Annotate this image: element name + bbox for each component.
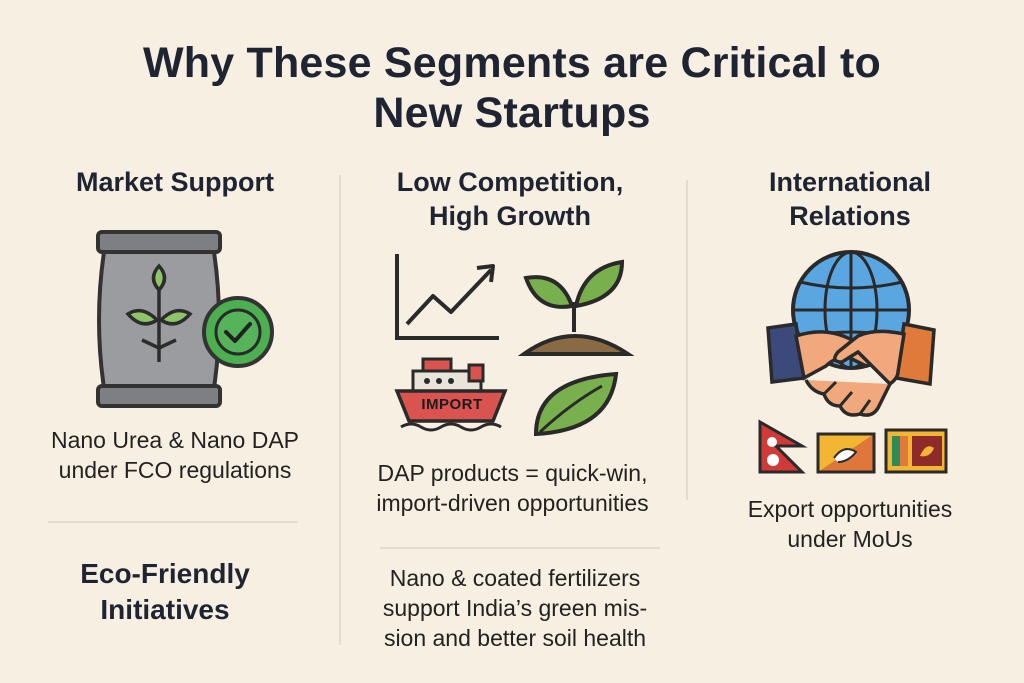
leaf-icon	[533, 371, 619, 437]
column-divider-right	[686, 180, 688, 500]
international-relations-text: Export opportunities under MoUs	[747, 496, 953, 552]
title-line-1: Why These Segments are Critical to	[142, 39, 881, 87]
import-label: IMPORT	[421, 396, 483, 413]
market-support-text: Nano Urea & Nano DAP under FCO regulatio…	[50, 427, 299, 483]
low-competition-text: DAP products = quick-win, import-driven …	[376, 460, 649, 516]
sri-lanka-flag-icon	[884, 428, 948, 474]
import-ship-icon	[394, 357, 508, 432]
page-title: Why These Segments are Critical to New S…	[0, 38, 1024, 138]
title-line-2: New Startups	[373, 89, 651, 137]
eco-friendly-heading: Eco-Friendly Initiatives	[80, 558, 250, 625]
international-relations-heading: International Relations	[768, 167, 931, 231]
growth-chart-icon	[395, 254, 499, 340]
sprout-icon	[517, 259, 635, 356]
bhutan-flag-icon	[816, 432, 876, 474]
row-divider-middle	[380, 547, 660, 549]
handshake-icon	[766, 321, 936, 417]
plant-icon	[125, 263, 193, 362]
eco-friendly-text: Nano & coated fertilizers support India’…	[382, 565, 648, 651]
checkmark-badge-icon	[202, 296, 274, 368]
market-support-heading: Market Support	[75, 167, 275, 197]
fertilizer-bag-icon	[96, 230, 274, 408]
low-competition-heading: Low Competition, High Growth	[396, 167, 624, 231]
row-divider-left	[48, 521, 298, 523]
column-divider-left	[339, 175, 341, 645]
nepal-flag-icon	[758, 419, 808, 474]
